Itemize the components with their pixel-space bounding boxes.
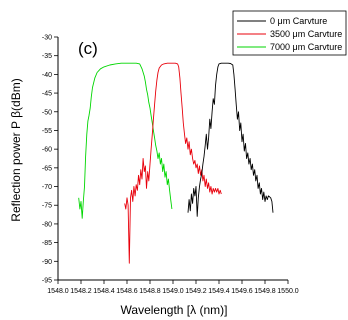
x-tick-label: 1549.0 [162,288,184,295]
y-tick-label: -45 [42,91,52,98]
y-tick-label: -85 [42,240,52,247]
y-tick-label: -35 [42,53,52,60]
x-tick-label: 1549.6 [231,288,253,295]
x-tick-label: 1548.4 [93,288,115,295]
x-tick-label: 1548.2 [70,288,92,295]
x-tick-group: 1548.0 1548.2 1548.4 1548.6 1548.8 1549.0 1549… [47,280,299,295]
y-tick-label: -90 [42,259,52,266]
panel-label: (c) [78,39,98,58]
y-tick-label: -65 [42,165,52,172]
y-tick-label: -55 [42,128,52,135]
series-group [78,62,274,264]
y-tick-label: -50 [42,109,52,116]
y-tick-group: -30 -35 -40 -45 -50 -55 -60 -65 -70 -75 -80 -85 -90 -… [42,35,58,285]
y-tick-label: -75 [42,203,52,210]
x-axis-title: Wavelength [λ (nm)] [121,303,228,317]
legend-label-0um: 0 μm Carvture [270,16,327,26]
y-axis-title: Reflection power P β(dBm) [9,78,23,221]
y-tick-label: -40 [42,72,52,79]
x-tick-label: 1550.0 [277,288,299,295]
y-tick-label: -80 [42,221,52,228]
legend-label-3500um: 3500 μm Carvture [270,29,342,39]
y-tick-label: -30 [42,35,52,42]
x-tick-label: 1548.0 [47,288,69,295]
x-tick-label: 1549.2 [185,288,207,295]
series-line-3500um [124,62,222,264]
x-tick-label: 1549.8 [254,288,276,295]
series-line-7000um [78,62,173,219]
x-tick-label: 1549.4 [208,288,230,295]
y-tick-label: -95 [42,278,52,285]
x-tick-label: 1548.8 [139,288,161,295]
x-tick-label: 1548.6 [116,288,138,295]
legend-label-7000um: 7000 μm Carvture [270,42,342,52]
series-line-0um [187,62,274,217]
legend: 0 μm Carvture 3500 μm Carvture 7000 μm C… [232,10,347,56]
y-tick-label: -70 [42,184,52,191]
y-tick-label: -60 [42,147,52,154]
legend-box [232,10,347,56]
